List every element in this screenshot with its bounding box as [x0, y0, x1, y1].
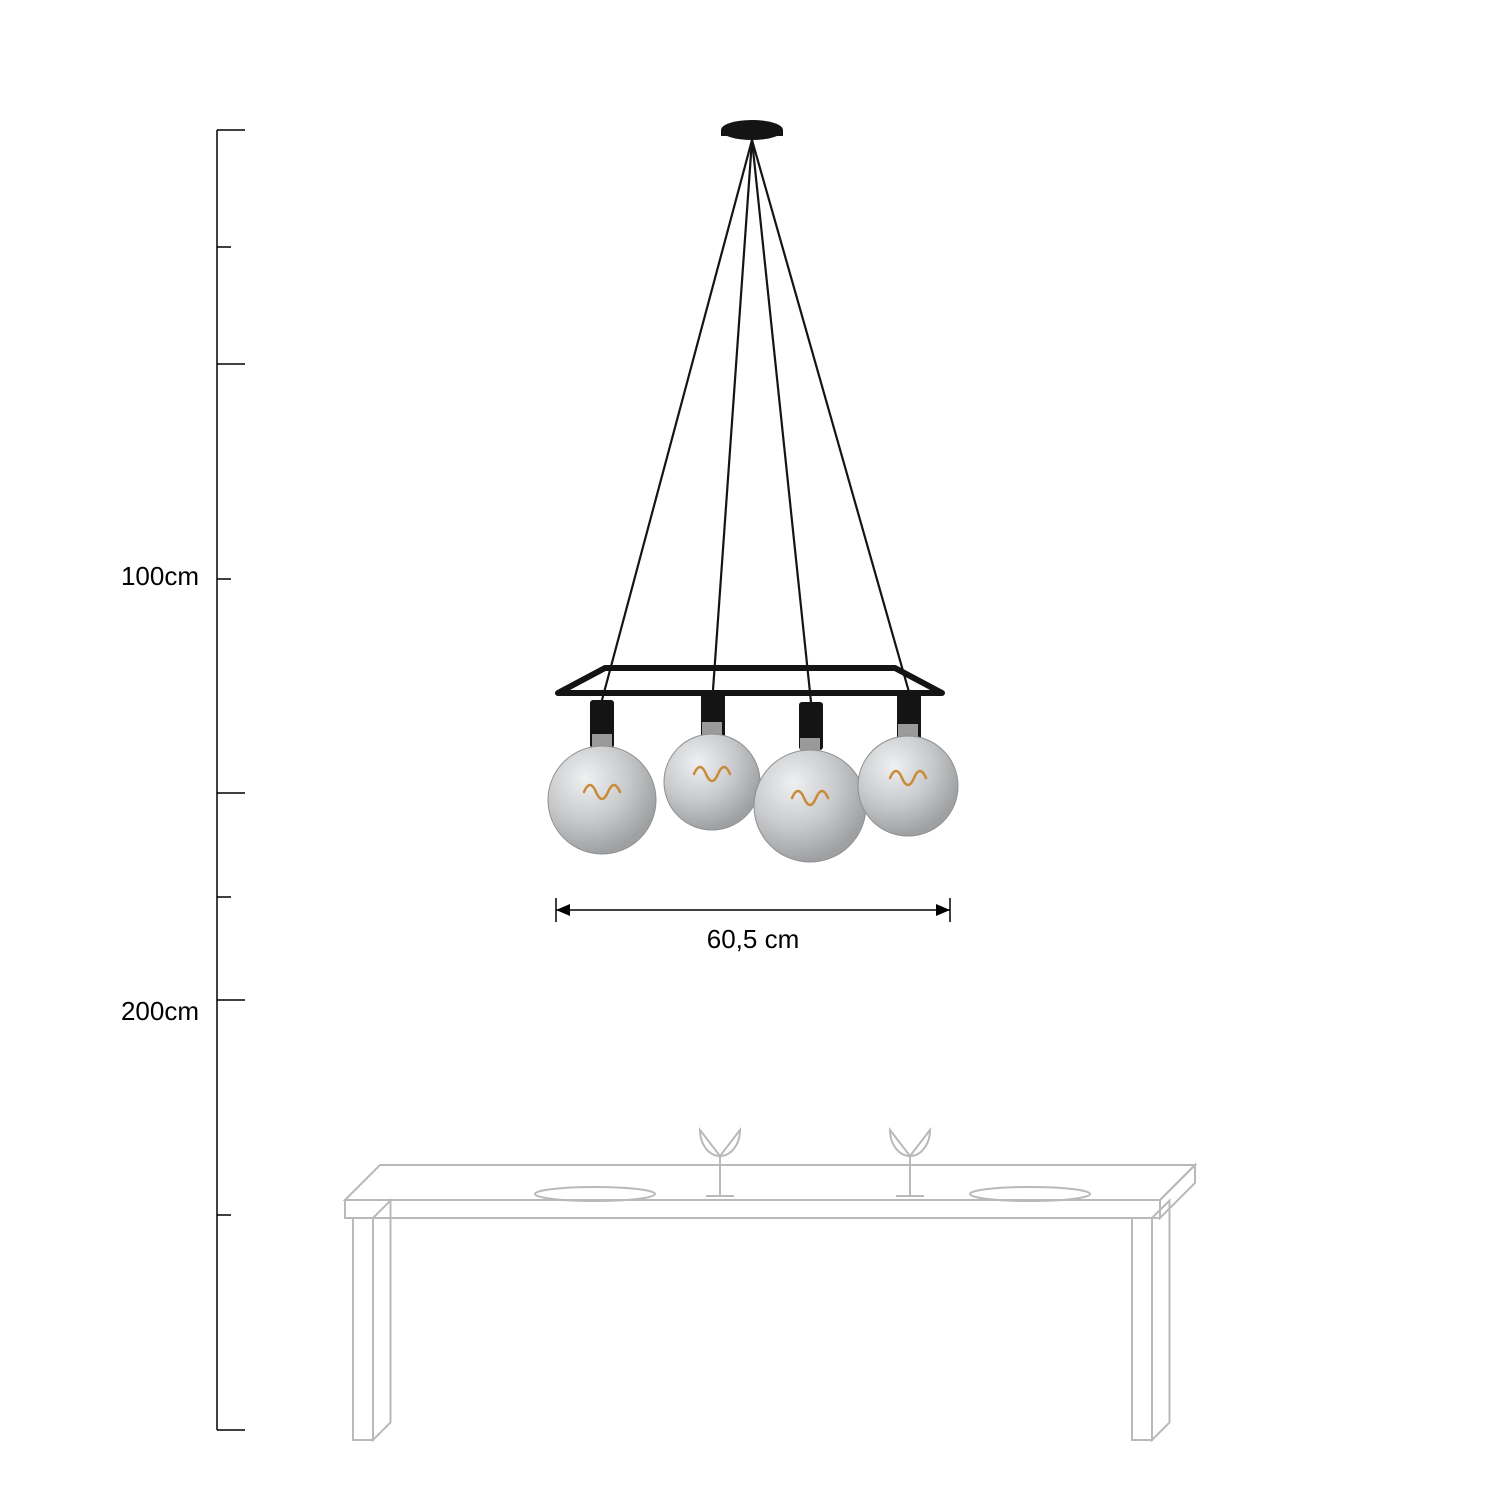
lamp-cable — [602, 140, 752, 700]
lamp-cable — [752, 140, 909, 692]
scale-ruler: 100cm 200cm — [121, 130, 245, 1430]
lamp-cable — [713, 140, 752, 690]
table-outline — [345, 1130, 1195, 1440]
scale-label: 100cm — [121, 561, 199, 591]
width-label: 60,5 cm — [707, 924, 800, 954]
diagram-canvas: 100cm 200cm 60,5 cm — [0, 0, 1500, 1500]
lamp-frame — [558, 668, 942, 693]
scale-label: 200cm — [121, 996, 199, 1026]
pendant-lamp — [548, 120, 958, 862]
width-dimension: 60,5 cm — [556, 898, 950, 954]
lamp-cable — [752, 140, 811, 702]
